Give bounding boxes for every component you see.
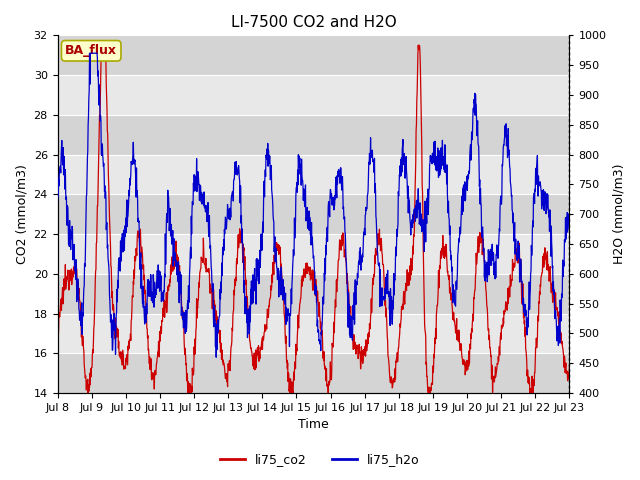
Legend: li75_co2, li75_h2o: li75_co2, li75_h2o	[215, 448, 425, 471]
Bar	[58, 36, 570, 75]
Y-axis label: CO2 (mmol/m3): CO2 (mmol/m3)	[15, 164, 28, 264]
Bar	[58, 234, 570, 274]
Bar	[58, 313, 570, 353]
Y-axis label: H2O (mmol/m3): H2O (mmol/m3)	[612, 164, 625, 264]
Bar	[58, 155, 570, 194]
Bar	[58, 274, 570, 313]
X-axis label: Time: Time	[298, 419, 329, 432]
Bar	[58, 75, 570, 115]
Bar	[58, 194, 570, 234]
Text: BA_flux: BA_flux	[65, 44, 117, 57]
Bar	[58, 353, 570, 393]
Bar	[58, 115, 570, 155]
Title: LI-7500 CO2 and H2O: LI-7500 CO2 and H2O	[230, 15, 396, 30]
